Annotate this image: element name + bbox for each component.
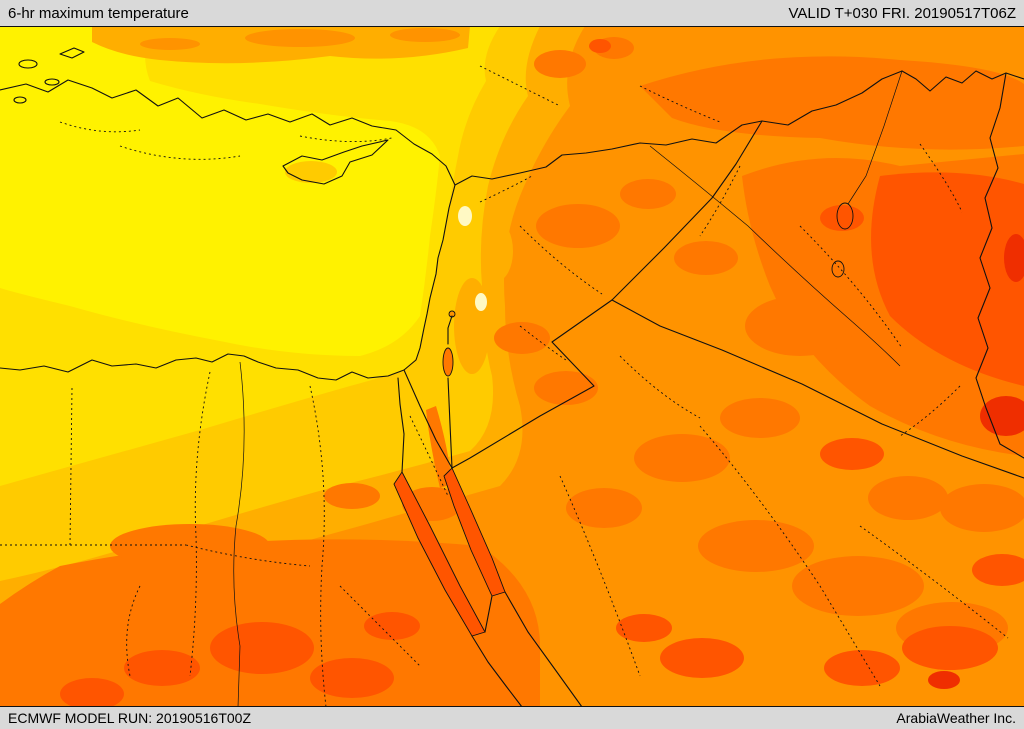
temp-blob-pale	[458, 206, 472, 226]
turkey-coastline	[0, 79, 456, 186]
temp-blob	[110, 524, 270, 568]
temperature-map	[0, 26, 1024, 707]
dotted-boundary	[699, 425, 881, 687]
island-outline	[13, 96, 27, 104]
temp-blob	[566, 488, 642, 528]
temp-blob	[620, 179, 676, 209]
temp-blob	[426, 406, 452, 488]
dotted-boundary	[619, 355, 701, 419]
sinai-tip-coast	[484, 595, 493, 633]
temp-blob	[481, 221, 513, 281]
temp-blob-pale	[475, 293, 487, 311]
temp-blob-red	[928, 671, 960, 689]
dotted-boundary	[479, 175, 533, 203]
temp-blob	[871, 172, 1024, 386]
syria-iraq-border	[611, 120, 763, 301]
arava-border	[447, 377, 453, 469]
provider-label: ArabiaWeather Inc.	[896, 710, 1016, 726]
suez-canal-line	[397, 377, 405, 473]
temp-zone-yellow-bright	[0, 26, 440, 356]
temp-blob	[940, 484, 1024, 532]
temp-red-orange-group	[60, 39, 1024, 707]
temp-blob	[60, 678, 124, 707]
red-sea-east-shore	[504, 591, 583, 707]
temp-blob	[454, 278, 490, 374]
island-outline	[18, 59, 38, 69]
temp-blob-cyprus	[285, 161, 337, 183]
footer-bar: ECMWF MODEL RUN: 20190516T00Z ArabiaWeat…	[0, 707, 1024, 729]
dotted-boundary	[69, 387, 73, 546]
temp-blob	[534, 371, 598, 405]
red-sea-west-shore	[471, 635, 523, 707]
dotted-boundary	[799, 225, 903, 349]
jordan-saudi-border	[451, 299, 613, 469]
temp-blob	[902, 626, 998, 670]
lake-razzaza	[831, 260, 845, 278]
temp-blob	[364, 612, 420, 640]
levant-africa-coastline	[0, 184, 456, 381]
temp-blob	[210, 622, 314, 674]
dotted-boundary	[309, 385, 327, 707]
temp-blob	[792, 556, 924, 616]
turkey-syria-border	[454, 70, 903, 186]
valid-time-label: VALID T+030 FRI. 20190517T06Z	[788, 4, 1017, 22]
dotted-boundary	[479, 65, 561, 107]
temp-blob	[245, 29, 355, 47]
temp-blob	[536, 204, 620, 248]
nile-river	[233, 361, 245, 707]
dotted-boundary	[899, 385, 961, 437]
temp-blob	[390, 28, 460, 42]
temp-blob	[972, 554, 1024, 586]
iraq-saudi-border	[611, 299, 1024, 479]
temp-blob	[140, 38, 200, 50]
temp-blob	[868, 476, 948, 520]
dotted-boundary	[59, 121, 141, 133]
dotted-boundary	[119, 145, 241, 160]
rivers-layer	[233, 70, 903, 707]
temp-blob	[720, 398, 800, 438]
temp-blob	[660, 638, 744, 678]
dotted-boundary	[859, 525, 1009, 639]
borders-layer	[0, 47, 1024, 707]
dotted-boundary	[519, 225, 603, 295]
dotted-boundary	[519, 325, 567, 361]
island-outline	[44, 78, 60, 86]
temp-blob	[616, 614, 672, 642]
temp-blob	[640, 56, 1024, 150]
temp-blob	[824, 650, 900, 686]
euphrates-river	[649, 145, 901, 367]
temp-blob	[745, 296, 855, 356]
turkey-iraq-border	[901, 70, 1024, 92]
island-outline	[59, 47, 85, 59]
temp-blob	[820, 438, 884, 470]
temp-blob	[324, 483, 380, 509]
model-run-label: ECMWF MODEL RUN: 20190516T00Z	[8, 710, 251, 726]
dotted-boundary	[189, 371, 211, 677]
lake-tharthar	[836, 202, 854, 230]
iraq-iran-border	[975, 72, 1024, 459]
dotted-boundary	[409, 415, 449, 497]
map-canvas	[0, 26, 1024, 707]
dotted-boundary	[919, 143, 963, 213]
israel-egypt-border	[403, 369, 453, 469]
title-bar: 6-hr maximum temperature VALID T+030 FRI…	[0, 0, 1024, 26]
temp-blob	[310, 658, 394, 698]
dotted-boundaries-layer	[0, 65, 1009, 707]
map-title: 6-hr maximum temperature	[8, 4, 189, 22]
cyprus-outline	[282, 139, 389, 185]
temp-blob	[698, 520, 814, 572]
temp-blob	[820, 205, 864, 231]
dotted-boundary	[339, 585, 421, 667]
temp-blob-red	[1004, 234, 1024, 282]
tigris-river	[847, 70, 903, 205]
dead-sea	[442, 347, 454, 377]
temp-blob	[534, 50, 586, 78]
temp-blob	[634, 434, 730, 482]
temp-blob	[589, 39, 611, 53]
temp-blob	[674, 241, 738, 275]
temp-blob-red	[980, 396, 1024, 436]
temp-blob	[124, 650, 200, 686]
temp-blob	[494, 322, 550, 354]
jordan-river-line	[447, 315, 453, 345]
